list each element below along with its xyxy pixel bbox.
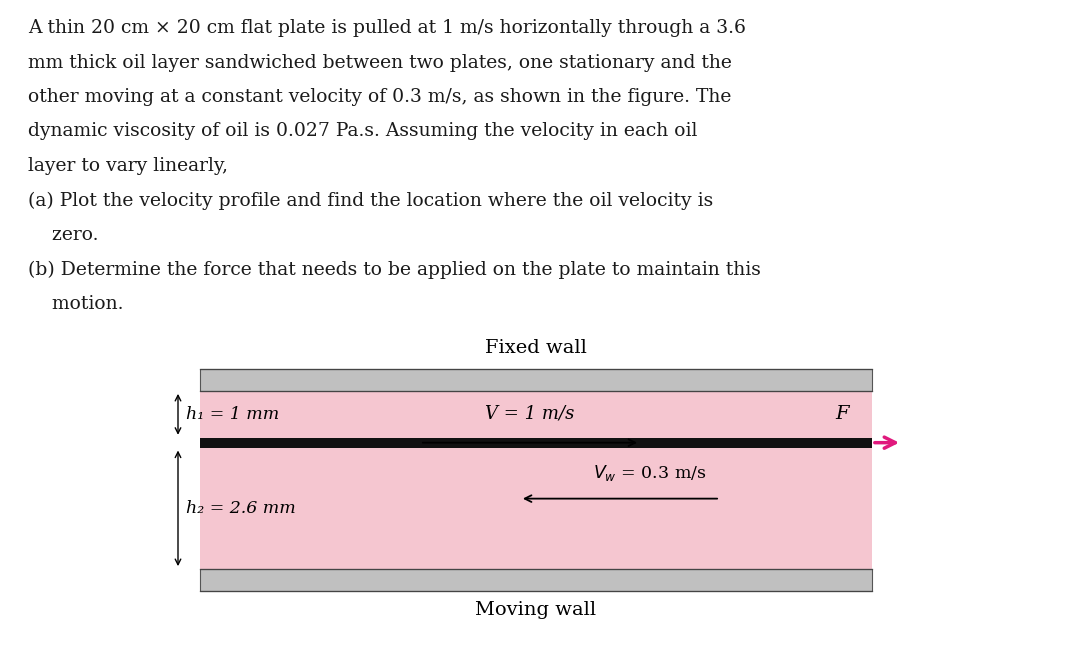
Text: motion.: motion. [28, 295, 123, 313]
Bar [200, 369, 872, 391]
Text: zero.: zero. [28, 226, 98, 244]
Text: Moving wall: Moving wall [475, 601, 596, 619]
Text: h₂ = 2.6 mm: h₂ = 2.6 mm [186, 500, 296, 517]
Bar [200, 569, 872, 591]
Text: Fixed wall: Fixed wall [485, 339, 586, 357]
Text: $V_w$ = 0.3 m/s: $V_w$ = 0.3 m/s [593, 463, 706, 483]
Text: mm thick oil layer sandwiched between two plates, one stationary and the: mm thick oil layer sandwiched between tw… [28, 53, 732, 71]
Bar [200, 437, 872, 448]
Text: (b) Determine the force that needs to be applied on the plate to maintain this: (b) Determine the force that needs to be… [28, 260, 761, 279]
Text: other moving at a constant velocity of 0.3 m/s, as shown in the figure. The: other moving at a constant velocity of 0… [28, 88, 731, 106]
Text: A thin 20 cm × 20 cm flat plate is pulled at 1 m/s horizontally through a 3.6: A thin 20 cm × 20 cm flat plate is pulle… [28, 19, 746, 37]
Bar [200, 448, 872, 569]
Text: h₁ = 1 mm: h₁ = 1 mm [186, 406, 280, 423]
Text: layer to vary linearly,: layer to vary linearly, [28, 157, 228, 175]
Text: (a) Plot the velocity profile and find the location where the oil velocity is: (a) Plot the velocity profile and find t… [28, 191, 713, 210]
Text: dynamic viscosity of oil is 0.027 Pa.s. Assuming the velocity in each oil: dynamic viscosity of oil is 0.027 Pa.s. … [28, 123, 698, 140]
Text: F: F [835, 405, 849, 422]
Bar [200, 391, 872, 437]
Text: V = 1 m/s: V = 1 m/s [485, 405, 575, 422]
